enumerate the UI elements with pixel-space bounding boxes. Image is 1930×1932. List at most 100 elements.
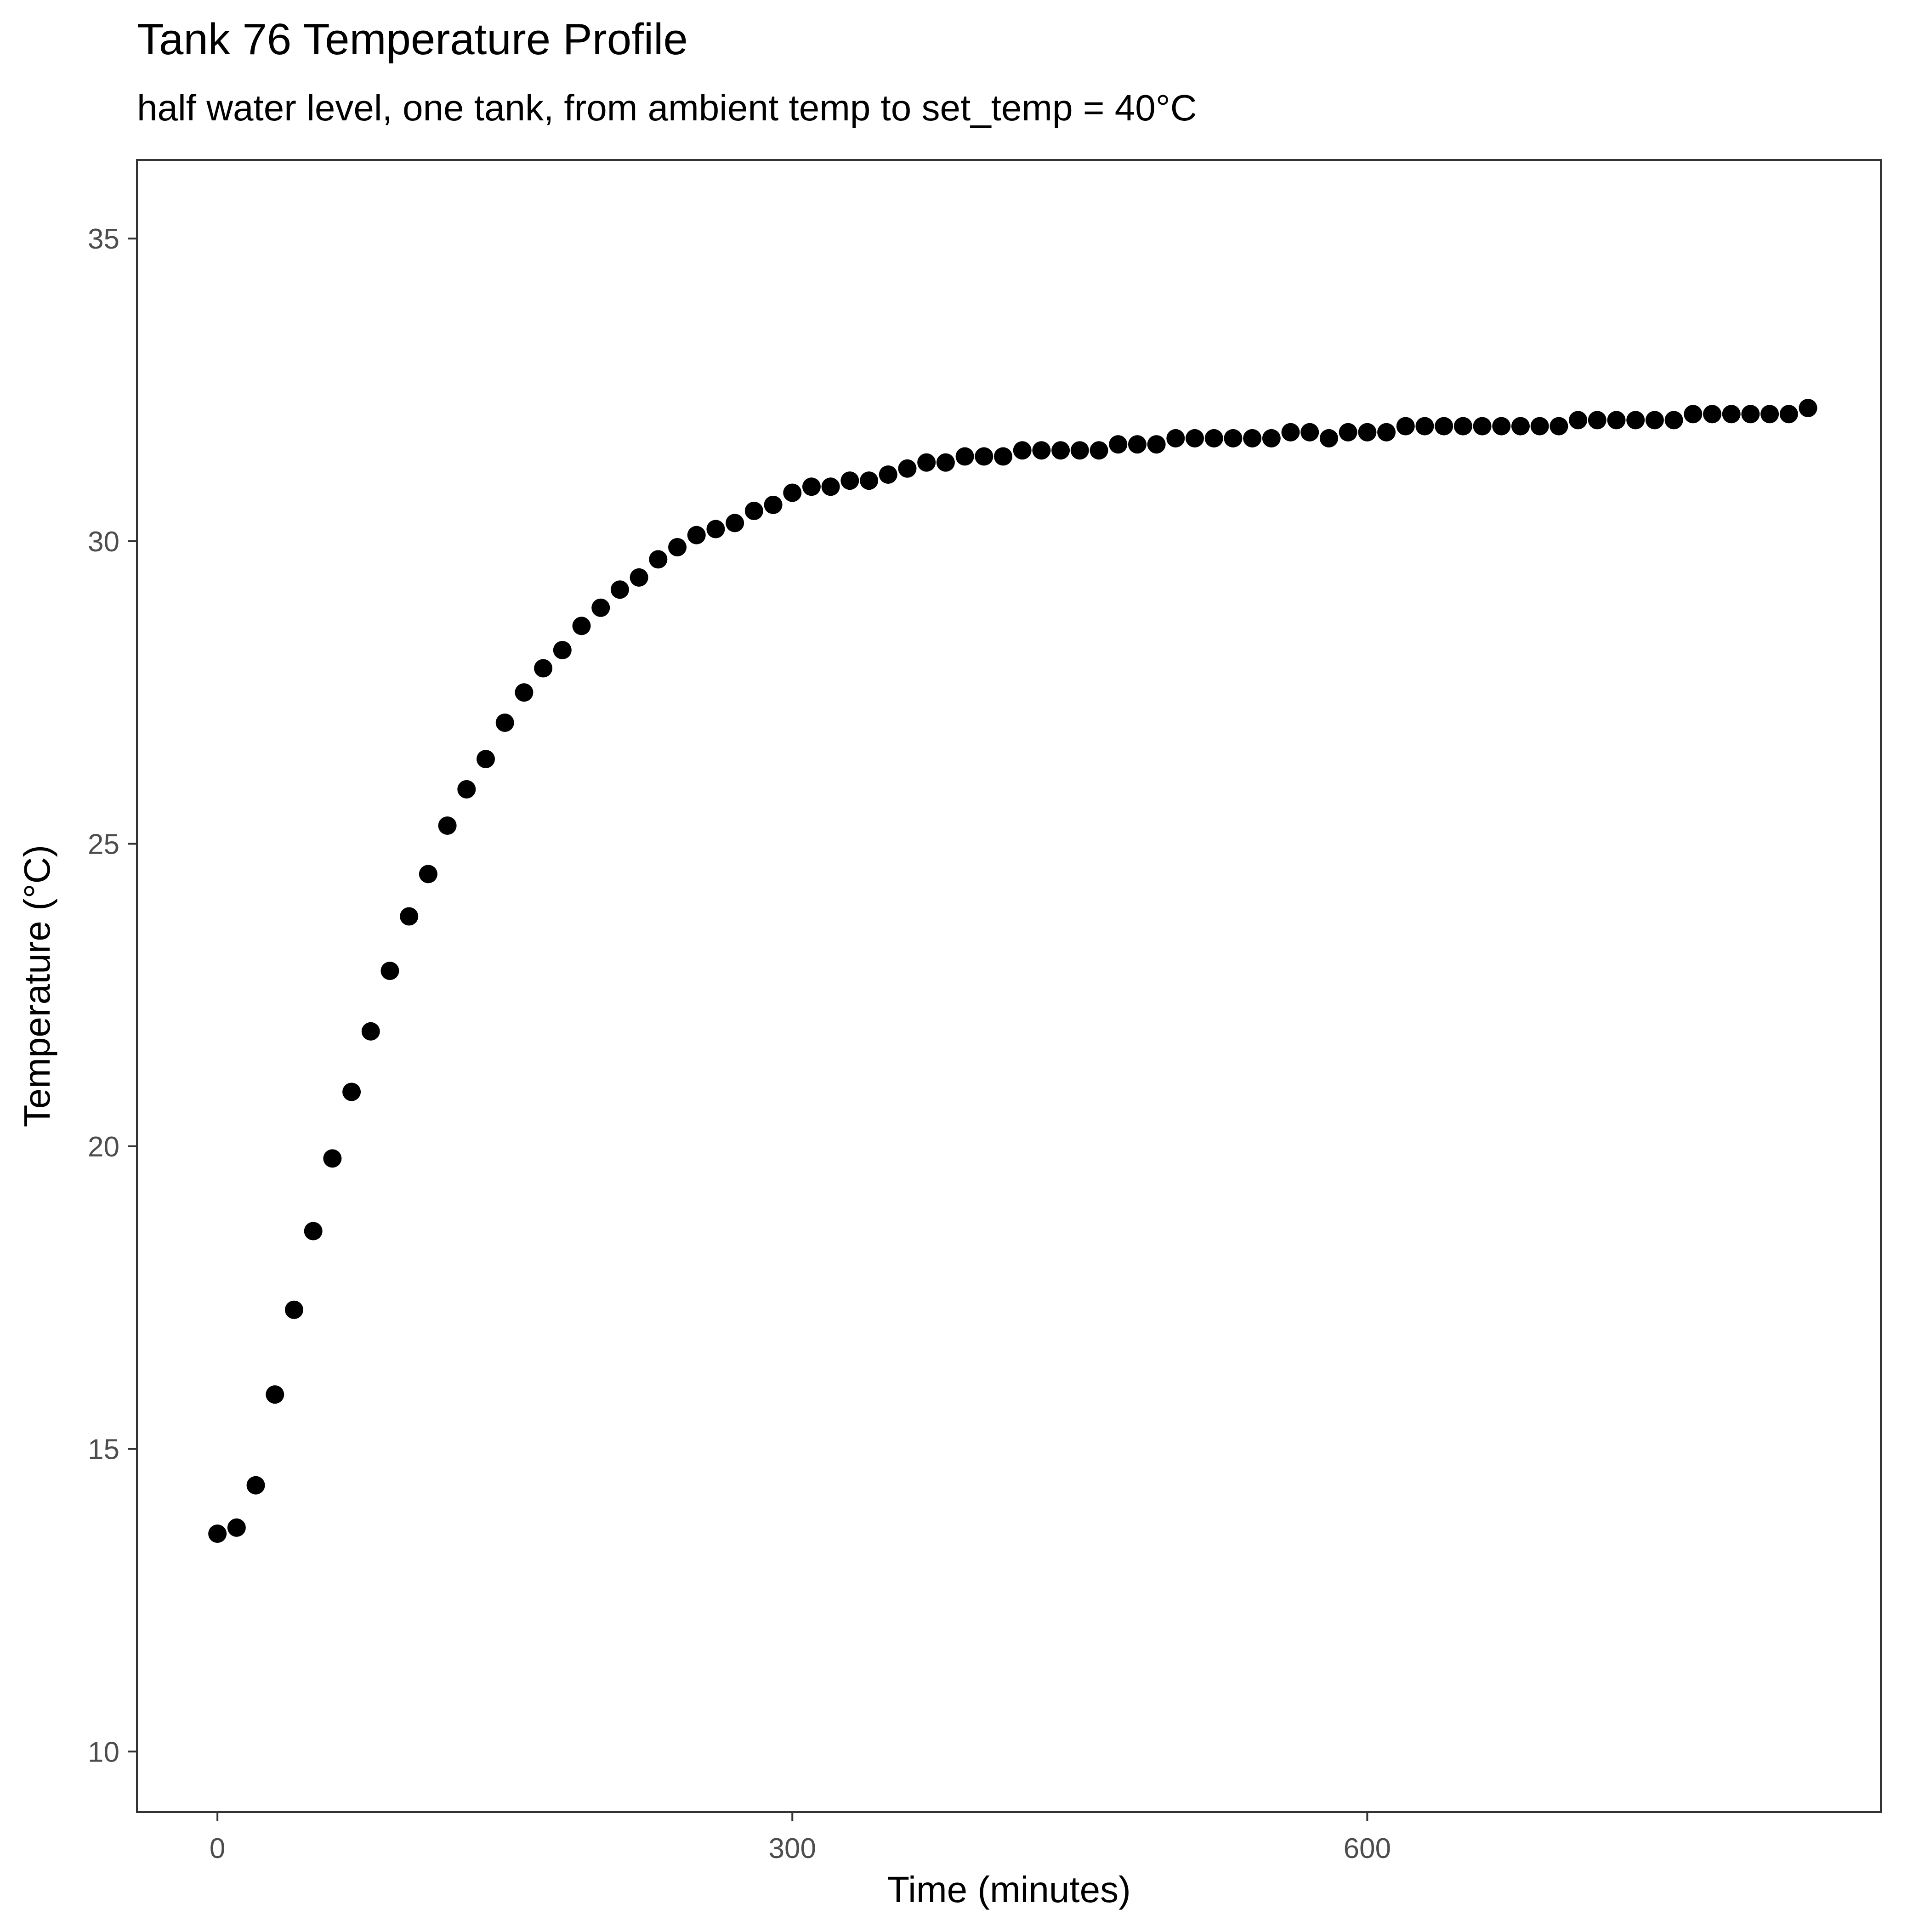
data-point bbox=[572, 617, 591, 635]
data-point bbox=[1396, 417, 1415, 436]
data-point bbox=[1588, 411, 1606, 430]
data-point bbox=[1070, 441, 1089, 460]
data-point bbox=[284, 1300, 303, 1319]
x-axis: 0 300 600 bbox=[210, 1812, 1391, 1864]
data-point bbox=[1645, 411, 1664, 430]
data-point bbox=[1224, 429, 1243, 448]
data-point bbox=[419, 865, 437, 884]
data-point bbox=[1090, 441, 1108, 460]
data-point bbox=[208, 1524, 227, 1543]
y-tick-label: 35 bbox=[88, 223, 119, 255]
data-point bbox=[342, 1082, 361, 1101]
data-point bbox=[1032, 441, 1051, 460]
x-tick-label: 300 bbox=[769, 1833, 816, 1864]
data-point bbox=[1530, 417, 1549, 436]
y-tick-label: 15 bbox=[88, 1434, 119, 1466]
data-point bbox=[1013, 441, 1032, 460]
chart-title: Tank 76 Temperature Profile bbox=[137, 15, 688, 64]
y-tick-label: 25 bbox=[88, 828, 119, 860]
data-point bbox=[1722, 405, 1741, 424]
data-point bbox=[1147, 435, 1166, 454]
x-tick-label: 0 bbox=[210, 1833, 225, 1864]
data-point bbox=[1607, 411, 1626, 430]
data-point bbox=[860, 471, 879, 490]
data-point bbox=[1109, 435, 1128, 454]
data-point bbox=[515, 683, 534, 702]
data-point bbox=[879, 465, 897, 484]
data-point bbox=[840, 471, 859, 490]
data-point bbox=[821, 477, 840, 496]
data-point bbox=[1339, 423, 1357, 442]
data-point bbox=[227, 1518, 246, 1537]
data-point bbox=[304, 1222, 323, 1241]
y-tick-label: 30 bbox=[88, 526, 119, 558]
data-point bbox=[361, 1022, 380, 1041]
data-point bbox=[400, 907, 419, 926]
plot-panel bbox=[136, 159, 1882, 1813]
data-point bbox=[1186, 429, 1204, 448]
x-axis-title: Time (minutes) bbox=[887, 1869, 1130, 1910]
y-tick-label: 10 bbox=[88, 1736, 119, 1768]
data-point bbox=[917, 453, 936, 472]
data-point bbox=[1569, 411, 1588, 430]
data-point bbox=[553, 640, 572, 659]
data-point bbox=[1166, 429, 1185, 448]
data-point bbox=[726, 514, 744, 533]
data-point bbox=[1243, 429, 1262, 448]
data-point bbox=[1281, 423, 1300, 442]
data-point bbox=[1664, 411, 1683, 430]
data-point bbox=[649, 550, 668, 569]
data-point bbox=[591, 598, 610, 617]
data-point bbox=[744, 501, 763, 520]
data-point bbox=[1128, 435, 1147, 454]
data-point bbox=[630, 568, 648, 587]
data-point bbox=[1319, 429, 1338, 448]
data-point bbox=[323, 1149, 342, 1168]
data-point bbox=[975, 447, 993, 466]
chart-subtitle: half water level, one tank, from ambient… bbox=[137, 87, 1197, 128]
data-point bbox=[687, 526, 706, 544]
data-point bbox=[993, 447, 1012, 466]
data-point bbox=[1473, 417, 1492, 436]
data-point bbox=[1415, 417, 1434, 436]
data-point bbox=[246, 1476, 265, 1495]
data-point bbox=[534, 659, 553, 678]
data-point bbox=[1741, 405, 1760, 424]
y-tick-label: 20 bbox=[88, 1131, 119, 1163]
data-point bbox=[457, 780, 476, 799]
y-axis-title: Temperature (°C) bbox=[17, 845, 57, 1127]
x-tick-label: 600 bbox=[1344, 1833, 1391, 1864]
data-point bbox=[1703, 405, 1722, 424]
data-point bbox=[1799, 399, 1817, 418]
data-points bbox=[208, 399, 1817, 1543]
y-axis: 10 15 20 25 30 35 bbox=[88, 223, 137, 1768]
data-point bbox=[668, 538, 687, 557]
data-point bbox=[438, 816, 457, 835]
data-point bbox=[1453, 417, 1472, 436]
data-point bbox=[1684, 405, 1703, 424]
data-point bbox=[477, 750, 495, 769]
data-point bbox=[1377, 423, 1396, 442]
data-point bbox=[936, 453, 955, 472]
data-point bbox=[1435, 417, 1453, 436]
data-point bbox=[783, 483, 802, 502]
data-point bbox=[1262, 429, 1281, 448]
data-point bbox=[1626, 411, 1645, 430]
data-point bbox=[1204, 429, 1223, 448]
data-point bbox=[1300, 423, 1319, 442]
data-point bbox=[955, 447, 974, 466]
data-point bbox=[1492, 417, 1511, 436]
data-point bbox=[266, 1385, 284, 1404]
data-point bbox=[706, 520, 725, 538]
data-point bbox=[1550, 417, 1568, 436]
data-point bbox=[802, 477, 821, 496]
data-point bbox=[1760, 405, 1779, 424]
data-point bbox=[380, 962, 399, 980]
data-point bbox=[764, 495, 783, 514]
data-point bbox=[610, 580, 629, 599]
data-point bbox=[898, 459, 917, 478]
data-point bbox=[495, 714, 514, 732]
data-point bbox=[1779, 405, 1798, 424]
